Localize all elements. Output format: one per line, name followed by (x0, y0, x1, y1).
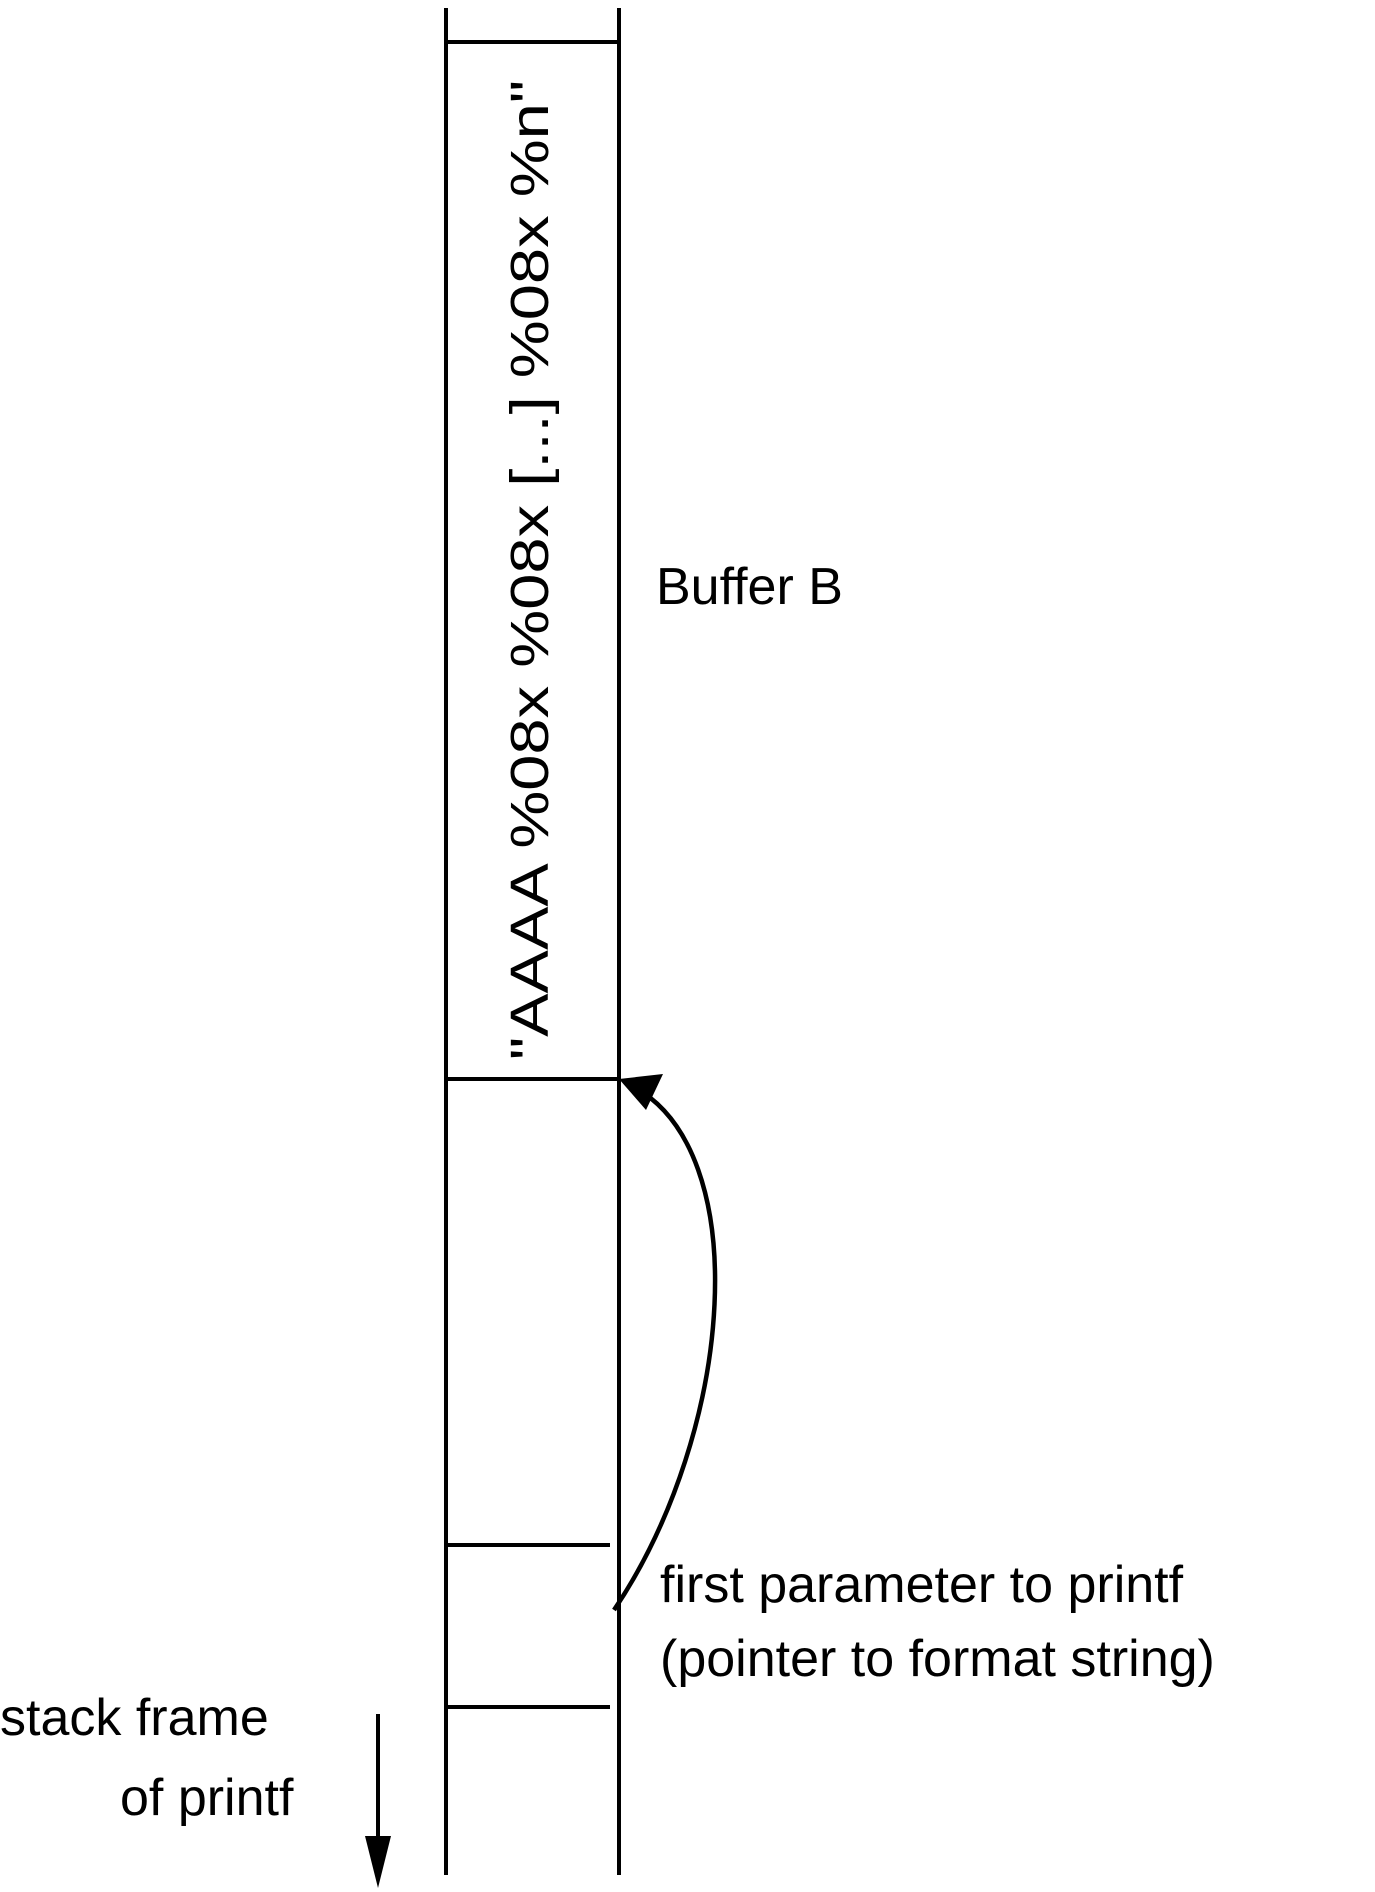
pointer-arrow-curve (612, 1084, 718, 1612)
parameter-label-line-2: (pointer to format string) (660, 1630, 1215, 1688)
pointer-arrowhead-icon (619, 1074, 663, 1110)
stack-frame-label-line-1: stack frame (0, 1689, 269, 1747)
stack-frame-label-line-2: of printf (120, 1769, 294, 1827)
buffer-label: Buffer B (656, 558, 843, 616)
parameter-label-line-1: first parameter to printf (660, 1556, 1184, 1614)
buffer-content-text: "AAAA %08x %08x [...] %08x %n" (500, 80, 560, 1060)
stack-growth-arrowhead-icon (365, 1836, 391, 1888)
